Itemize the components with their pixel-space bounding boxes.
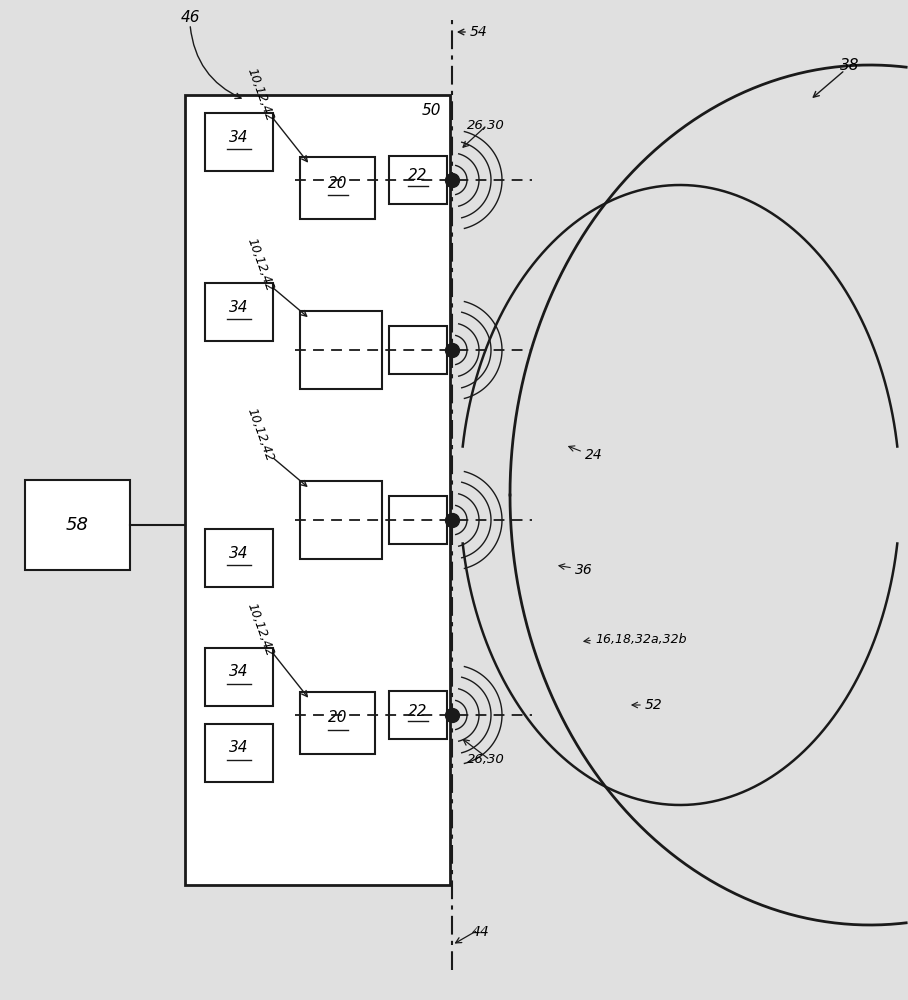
Text: 10,12,42: 10,12,42 [244,66,276,124]
Text: 38: 38 [840,57,860,73]
Bar [25,480,130,570]
Bar [205,724,273,782]
Text: 50: 50 [422,103,441,118]
Bar [205,283,273,341]
Text: 20: 20 [328,176,347,190]
Bar [300,311,382,389]
Text: 34: 34 [229,546,249,560]
Text: 26,30: 26,30 [467,754,505,766]
Text: 20: 20 [328,710,347,726]
Text: 24: 24 [585,448,603,462]
Text: 16,18,32a,32b: 16,18,32a,32b [595,634,686,647]
Text: 26,30: 26,30 [467,118,505,131]
Text: 10,12,42: 10,12,42 [244,601,276,659]
Bar [205,113,273,171]
Bar [300,481,382,559]
Text: 52: 52 [645,698,663,712]
Text: 34: 34 [229,664,249,680]
Bar [300,692,375,754]
Bar [389,326,447,374]
Text: 44: 44 [472,925,489,939]
Bar [205,529,273,587]
Text: 10,12,42: 10,12,42 [244,406,276,464]
Text: 22: 22 [409,704,428,718]
Bar [389,691,447,739]
Text: 22: 22 [409,168,428,184]
Text: 10,12,42: 10,12,42 [244,236,276,294]
Text: 34: 34 [229,300,249,314]
Bar [300,157,375,219]
Bar [185,95,450,885]
Text: 46: 46 [181,10,200,25]
Bar [389,496,447,544]
Text: 34: 34 [229,740,249,756]
Bar [205,648,273,706]
Text: 54: 54 [470,25,488,39]
Text: 58: 58 [66,516,89,534]
Bar [389,156,447,204]
Text: 36: 36 [575,563,593,577]
Text: 34: 34 [229,129,249,144]
